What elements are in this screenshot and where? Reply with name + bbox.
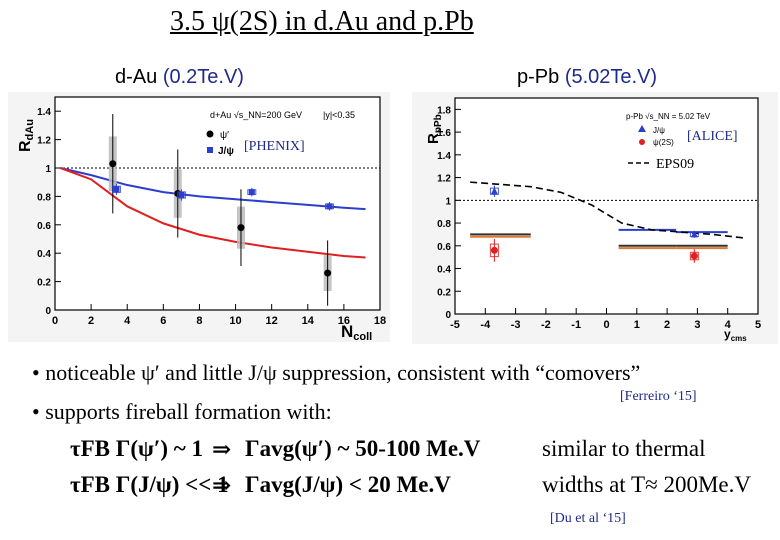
right-x-tick-label: -3 (511, 319, 521, 331)
left-point (326, 203, 333, 210)
equation-psi-prime-left: τFB Γ(ψ′) ~ 1 (70, 436, 203, 461)
right-point (690, 252, 698, 260)
slide-title: 3.5 ψ(2S) in d.Au and p.Pb (170, 6, 474, 37)
right-y-tick-label: 0.4 (437, 265, 451, 276)
left-y-tick-label: 0.4 (37, 249, 51, 260)
right-point (690, 230, 698, 238)
thermal-note-line2: widths at T≈ 200Me.V (542, 472, 751, 497)
right-plot-caption: p-Pb (5.02Te.V) (517, 66, 657, 89)
left-x-tick-label: 14 (302, 315, 315, 327)
left-point (178, 191, 185, 198)
left-x-tick-label: 0 (52, 315, 58, 327)
left-point (248, 189, 255, 196)
equation-jpsi-right: Γavg(J/ψ) < 20 Me.V (245, 472, 451, 497)
right-legend-psi2s-label: ψ(2S) (653, 138, 674, 147)
left-y-tick-label: 0 (45, 306, 51, 317)
right-y-tick-label: 0.6 (437, 242, 451, 253)
implies-arrow-2: ⇒ (212, 473, 232, 498)
bullet-comovers: • noticeable ψ′ and little J/ψ suppressi… (32, 360, 641, 385)
right-point (490, 246, 498, 254)
du-ref: [Du et al ‘15] (550, 511, 626, 526)
left-y-tick-label: 0.6 (37, 221, 51, 232)
right-chart-ppb: -5 -4 -3 -2 -1 0 1 2 3 4 5 0 0.2 0.4 0.6 0.8 1 1.2 1.4 1.6 1… (412, 92, 778, 344)
left-point (237, 224, 245, 232)
right-x-tick-label: -5 (450, 319, 460, 331)
left-point (324, 269, 332, 277)
right-x-tick-label: -1 (571, 319, 581, 331)
right-y-tick-label: 0.2 (437, 287, 451, 298)
right-legend-header: p-Pb √s_NN = 5.02 TeV (626, 112, 711, 121)
left-model-curve (60, 167, 366, 259)
left-x-tick-label: 10 (229, 315, 241, 327)
left-legend-header: d+Au √s_NN=200 GeV (210, 110, 302, 120)
left-legend-phenix-tag: [PHENIX] (244, 139, 305, 154)
left-y-tick-label: 1 (45, 164, 51, 175)
left-x-tick-label: 8 (196, 315, 202, 327)
bullet-fireball: • supports fireball formation with: (32, 399, 332, 424)
left-legend-energy: √s_NN=200 GeV (234, 110, 302, 120)
left-legend-psi-prime-marker (206, 130, 214, 138)
left-x-tick-label: 16 (338, 315, 350, 327)
right-legend-jpsi-label: J/ψ (653, 126, 665, 135)
left-y-tick-label: 1.4 (37, 107, 51, 118)
left-system-label: d-Au (115, 66, 158, 88)
left-legend-rapidity: |y|<0.35 (323, 110, 355, 120)
right-x-tick-label: 4 (725, 319, 732, 331)
right-y-tick-label: 1.2 (437, 174, 451, 185)
ferreiro-ref: [Ferreiro ‘15] (620, 389, 697, 404)
left-x-tick-label: 2 (88, 315, 94, 327)
right-point (490, 187, 498, 195)
equation-jpsi-left: τFB Γ(J/ψ) << 1 (70, 472, 229, 497)
left-legend-jpsi-label: J/ψ (218, 146, 234, 157)
right-x-tick-label: 0 (603, 319, 609, 331)
implies-arrow-1: ⇒ (212, 437, 232, 462)
left-x-tick-label: 12 (266, 315, 278, 327)
left-point (113, 186, 120, 193)
right-system-label: p-Pb (517, 66, 560, 88)
right-legend-psi2s-marker (639, 139, 645, 145)
right-x-tick-label: 1 (634, 319, 640, 331)
left-x-tick-label: 4 (124, 315, 131, 327)
left-y-tick-label: 0.8 (37, 192, 51, 203)
left-energy-label: (0.2Te.V) (162, 66, 244, 88)
left-y-tick-label: 1.2 (37, 136, 51, 147)
thermal-note-line1: similar to thermal (542, 436, 706, 461)
left-y-tick-label: 0.2 (37, 278, 51, 289)
right-energy-label: (5.02Te.V) (564, 66, 658, 88)
right-x-tick-label: -4 (480, 319, 491, 331)
right-y-tick-label: 1.6 (437, 128, 451, 139)
right-x-tick-label: -2 (541, 319, 551, 331)
right-x-tick-label: 2 (664, 319, 670, 331)
right-y-tick-label: 1.4 (437, 151, 451, 162)
right-y-tick-label: 0.8 (437, 219, 451, 230)
equation-psi-prime-right: Γavg(ψ′) ~ 50-100 Me.V (245, 436, 481, 461)
right-y-tick-label: 0 (445, 310, 451, 321)
left-plot-caption: d-Au (0.2Te.V) (115, 66, 244, 89)
right-legend-alice-tag: [ALICE] (687, 129, 738, 144)
right-legend-jpsi-marker (638, 125, 646, 132)
left-x-tick-label: 6 (160, 315, 166, 327)
right-legend: p-Pb √s_NN = 5.02 TeV J/ψ ψ(2S) [ALICE] … (626, 112, 738, 172)
right-x-tick-label: 3 (694, 319, 700, 331)
right-eps09-curve (470, 181, 743, 239)
right-legend-eps09-label: EPS09 (656, 157, 694, 172)
left-legend-jpsi-marker (207, 147, 213, 153)
left-legend: d+Au √s_NN=200 GeV |y|<0.35 ψ′ J/ψ [PHEN… (206, 110, 355, 157)
left-x-tick-label: 18 (374, 315, 386, 327)
right-x-tick-label: 5 (755, 319, 761, 331)
left-legend-psi-prime-label: ψ′ (220, 130, 229, 141)
right-y-tick-label: 1 (445, 196, 451, 207)
right-plot-frame (454, 97, 759, 315)
left-point (109, 160, 117, 168)
right-y-tick-label: 1.8 (437, 105, 451, 116)
